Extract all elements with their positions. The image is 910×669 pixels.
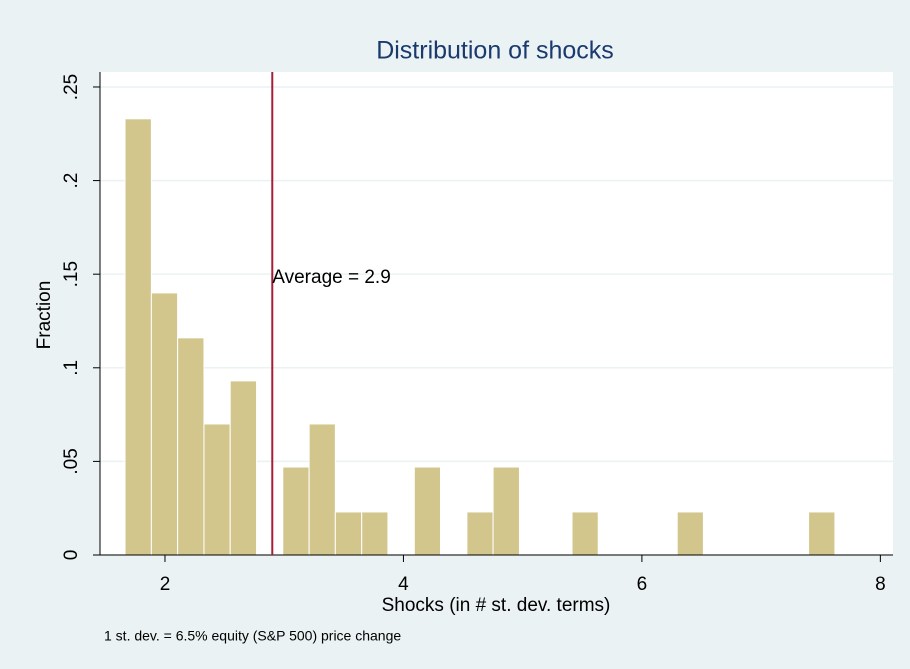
bar [203,423,231,556]
y-axis-label: Fraction [34,281,55,350]
y-tick-label: .15 [61,261,82,287]
bar [150,292,179,556]
chart-title: Distribution of shocks [376,37,614,65]
reference-label: Average = 2.9 [272,267,391,288]
y-tick-label: .1 [61,360,82,376]
y-tick-label: 0 [61,550,82,561]
bar [361,511,389,556]
y-tick-label: .05 [61,448,82,474]
x-tick-label: 8 [875,574,886,595]
x-axis-label: Shocks (in # st. dev. terms) [382,595,611,616]
note: 1 st. dev. = 6.5% equity (S&P 500) price… [104,628,401,644]
x-tick-label: 6 [637,574,648,595]
x-tick-label: 4 [398,574,409,595]
bar [492,466,520,556]
bar [413,466,442,556]
bar [334,511,363,556]
bar [808,511,836,556]
bar [571,511,599,556]
bar [229,380,258,556]
bar [676,511,704,556]
bar [308,423,336,556]
bar [466,511,494,556]
bar [282,466,310,556]
bar [177,337,205,556]
bar [124,118,152,556]
y-tick-label: .25 [61,74,82,100]
y-tick-label: .2 [61,173,82,189]
x-tick-label: 2 [160,574,171,595]
